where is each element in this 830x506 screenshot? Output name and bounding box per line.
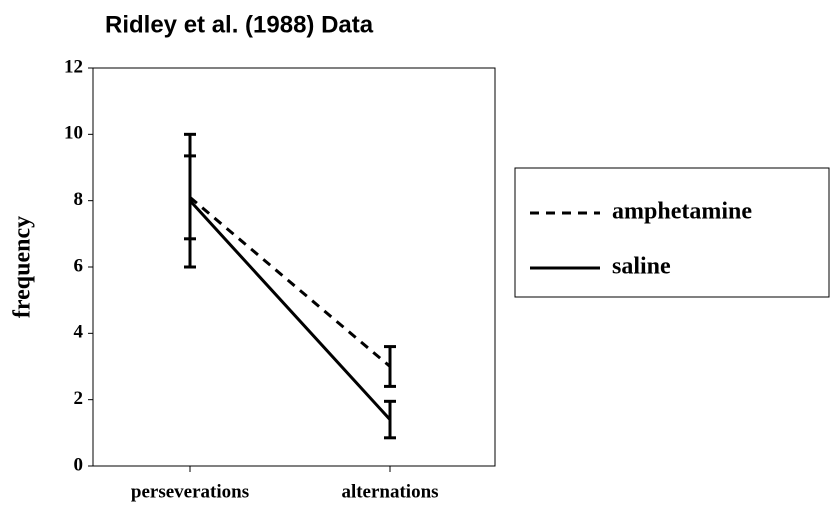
legend-label: amphetamine [612, 199, 752, 225]
series-line [189, 196, 391, 368]
legend-label: saline [612, 254, 671, 280]
plot-frame [92, 67, 496, 467]
error-bar [384, 399, 396, 440]
y-tick-label: 6 [74, 255, 84, 276]
error-bar [384, 345, 396, 388]
y-tick-label: 8 [74, 189, 84, 210]
series-line [188, 199, 392, 421]
y-tick-label: 0 [74, 454, 84, 475]
y-axis-label: frequency [10, 216, 36, 318]
y-tick-label: 12 [64, 56, 83, 77]
chart-title: Ridley et al. (1988) Data [105, 11, 374, 38]
x-tick-label: alternations [341, 481, 438, 502]
x-tick-label: perseverations [131, 481, 249, 502]
error-bar [184, 132, 196, 269]
y-tick-label: 2 [74, 388, 84, 409]
y-tick-label: 4 [74, 322, 84, 343]
y-tick-label: 10 [64, 123, 83, 144]
legend-box [514, 167, 830, 298]
